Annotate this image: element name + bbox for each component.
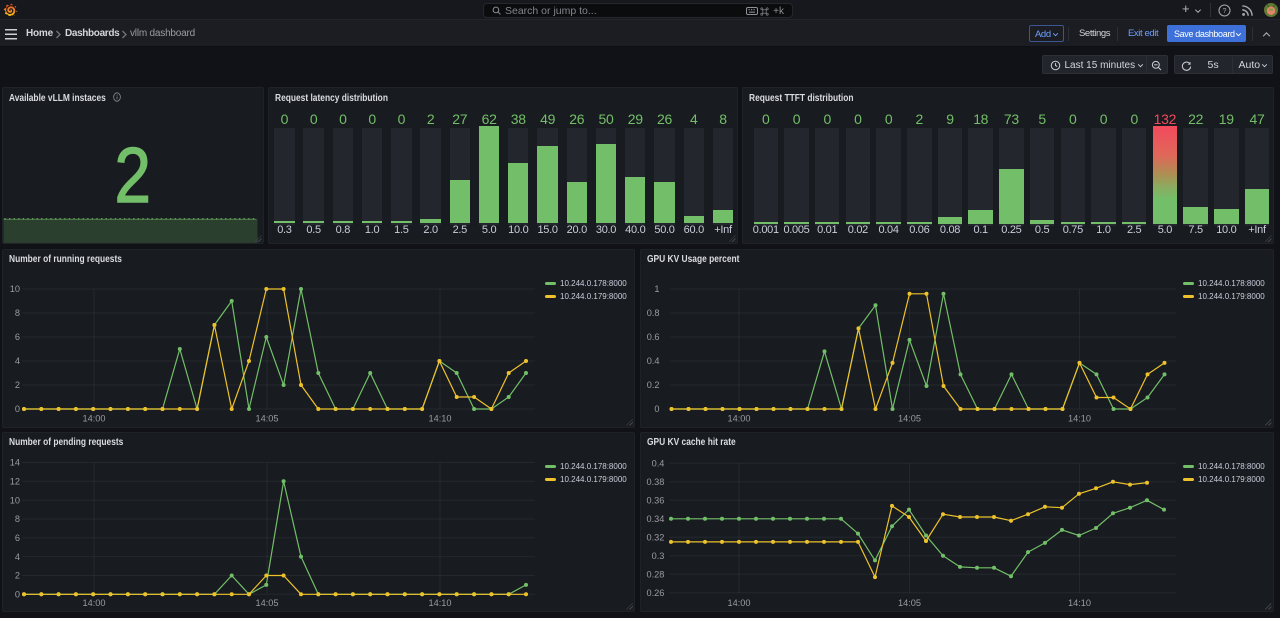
svg-text:4: 4 (15, 551, 20, 561)
svg-text:0.6: 0.6 (647, 332, 660, 342)
svg-text:14:05: 14:05 (256, 598, 279, 608)
svg-text:0.8: 0.8 (647, 308, 660, 318)
svg-text:14:00: 14:00 (83, 598, 106, 608)
svg-text:2: 2 (15, 380, 20, 390)
svg-text:0.36: 0.36 (647, 495, 665, 505)
svg-text:0.4: 0.4 (652, 458, 665, 468)
svg-text:14:10: 14:10 (1068, 413, 1091, 423)
svg-text:14:05: 14:05 (898, 598, 921, 608)
svg-text:14:05: 14:05 (256, 413, 279, 423)
svg-text:14:05: 14:05 (898, 413, 921, 423)
svg-text:1: 1 (654, 284, 659, 294)
svg-text:14:00: 14:00 (83, 413, 106, 423)
svg-text:14:10: 14:10 (429, 413, 452, 423)
svg-text:6: 6 (15, 533, 20, 543)
svg-text:0.4: 0.4 (647, 356, 660, 366)
svg-text:0.3: 0.3 (652, 551, 665, 561)
svg-text:0.38: 0.38 (647, 477, 665, 487)
svg-text:14:10: 14:10 (1068, 598, 1091, 608)
svg-text:0: 0 (654, 404, 659, 414)
svg-text:0: 0 (15, 404, 20, 414)
svg-text:10: 10 (10, 495, 20, 505)
svg-text:10: 10 (10, 284, 20, 294)
svg-text:14:00: 14:00 (728, 598, 751, 608)
svg-text:8: 8 (15, 514, 20, 524)
svg-text:14:00: 14:00 (728, 413, 751, 423)
svg-text:4: 4 (15, 356, 20, 366)
svg-text:8: 8 (15, 308, 20, 318)
svg-text:0.28: 0.28 (647, 569, 665, 579)
svg-text:14: 14 (10, 457, 20, 467)
svg-text:0.2: 0.2 (647, 380, 660, 390)
svg-text:0.26: 0.26 (647, 588, 665, 598)
svg-text:12: 12 (10, 476, 20, 486)
svg-text:2: 2 (15, 570, 20, 580)
svg-text:6: 6 (15, 332, 20, 342)
svg-text:0: 0 (15, 589, 20, 599)
svg-text:14:10: 14:10 (429, 598, 452, 608)
svg-text:0.34: 0.34 (647, 514, 665, 524)
svg-text:0.32: 0.32 (647, 532, 665, 542)
svg-text:?: ? (1223, 7, 1227, 15)
